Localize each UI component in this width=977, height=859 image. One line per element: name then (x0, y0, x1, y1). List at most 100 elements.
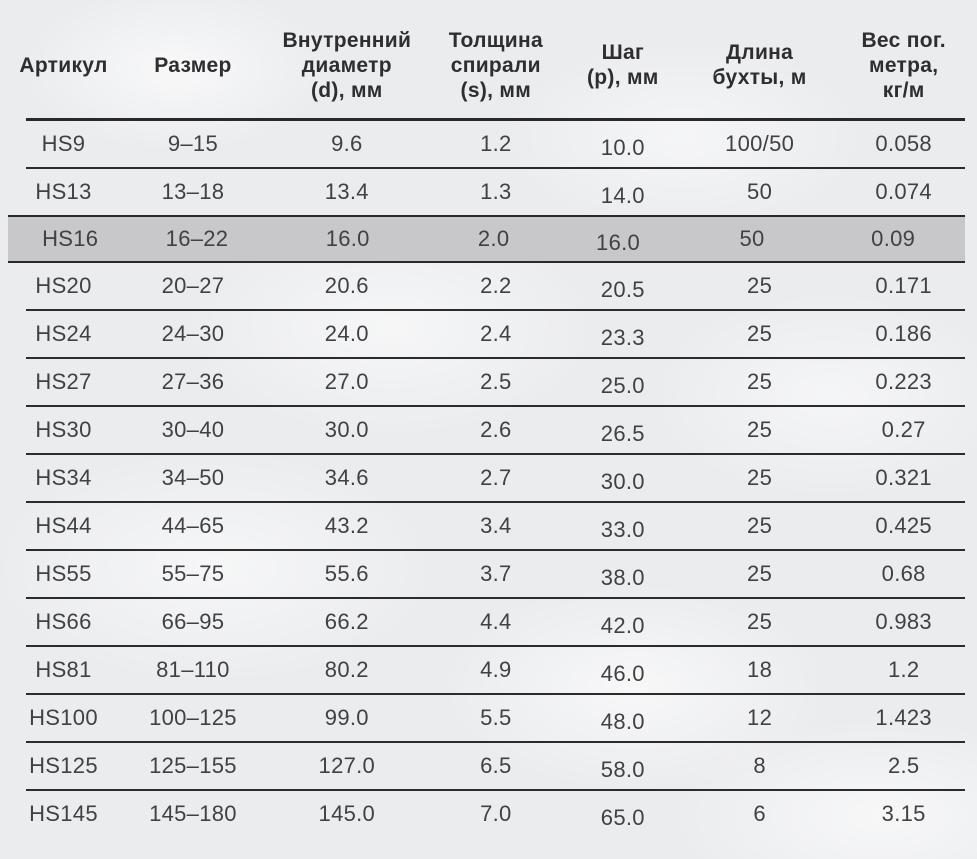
row-divider (26, 549, 965, 551)
cell-spiral-thickness: 2.7 (480, 465, 512, 490)
table-header-row: Артикул Размер Внутренний диаметр (d), м… (0, 0, 977, 118)
cell-coil-length: 12 (747, 705, 773, 730)
cell-inner-diameter: 16.0 (325, 226, 370, 251)
table-row: HS27 27–36 27.0 2.5 25.0 25 0.223 (0, 359, 977, 405)
cell-coil-length: 18 (747, 657, 773, 682)
cell-inner-diameter: 13.4 (324, 179, 369, 204)
table-row: HS145 145–180 145.0 7.0 65.0 6 3.15 (0, 791, 977, 837)
cell-size: 24–30 (161, 321, 225, 346)
cell-pitch: 42.0 (600, 613, 645, 638)
cell-coil-length: 25 (747, 561, 773, 586)
cell-spiral-thickness: 2.4 (480, 321, 512, 346)
table-row: HS24 24–30 24.0 2.4 23.3 25 0.186 (0, 311, 977, 357)
row-divider (26, 357, 965, 359)
cell-weight-per-meter: 0.983 (875, 609, 932, 634)
cell-coil-length: 25 (747, 609, 773, 634)
cell-size: 30–40 (161, 417, 225, 442)
row-divider (26, 789, 965, 791)
cell-coil-length: 25 (747, 465, 773, 490)
cell-article: HS34 (35, 465, 92, 490)
cell-article: HS30 (35, 417, 92, 442)
cell-size: 27–36 (161, 369, 225, 394)
cell-pitch: 23.3 (600, 325, 645, 350)
table-row: HS9 9–15 9.6 1.2 10.0 100/50 0.058 (0, 121, 977, 167)
header-cell-spiral-thickness: Толщина спирали (s), мм (448, 28, 543, 102)
cell-pitch: 30.0 (600, 469, 645, 494)
cell-weight-per-meter: 0.09 (871, 226, 916, 251)
cell-pitch: 20.5 (600, 277, 645, 302)
cell-spiral-thickness: 2.0 (477, 226, 510, 251)
cell-article: HS27 (35, 369, 92, 394)
cell-article: HS24 (35, 321, 92, 346)
table-row: HS81 81–110 80.2 4.9 46.0 18 1.2 (0, 647, 977, 693)
cell-coil-length: 6 (753, 801, 766, 826)
cell-spiral-thickness: 2.5 (480, 369, 512, 394)
cell-spiral-thickness: 4.9 (480, 657, 512, 682)
cell-weight-per-meter: 0.27 (881, 417, 926, 442)
cell-pitch: 10.0 (600, 135, 645, 160)
cell-article: HS44 (35, 513, 92, 538)
header-cell-coil-length: Длина бухты, м (712, 41, 807, 89)
cell-coil-length: 25 (747, 321, 773, 346)
cell-inner-diameter: 127.0 (318, 753, 376, 778)
cell-size: 16–22 (165, 226, 229, 251)
cell-pitch: 16.0 (596, 230, 641, 255)
cell-spiral-thickness: 2.6 (480, 417, 512, 442)
table-row: HS30 30–40 30.0 2.6 26.5 25 0.27 (0, 407, 977, 453)
table-row: HS34 34–50 34.6 2.7 30.0 25 0.321 (0, 455, 977, 501)
header-cell-article: Артикул (19, 53, 108, 77)
cell-pitch: 26.5 (600, 421, 645, 446)
cell-article: HS81 (35, 657, 92, 682)
table-row: HS20 20–27 20.6 2.2 20.5 25 0.171 (0, 263, 977, 309)
cell-inner-diameter: 20.6 (324, 273, 369, 298)
cell-pitch: 48.0 (600, 709, 645, 734)
row-divider (26, 453, 965, 455)
row-divider (26, 645, 965, 647)
header-cell-weight-per-meter: Вес пог. метра, кг/м (861, 28, 946, 102)
cell-pitch: 25.0 (600, 373, 645, 398)
cell-spiral-thickness: 1.3 (480, 179, 512, 204)
cell-spiral-thickness: 4.4 (480, 609, 512, 634)
highlighted-row-band: HS16 16–22 16.0 2.0 16.0 50 0.09 (8, 215, 965, 263)
cell-weight-per-meter: 0.68 (881, 561, 926, 586)
row-divider (26, 167, 965, 169)
header-cell-inner-diameter: Внутренний диаметр (d), мм (282, 28, 412, 102)
row-divider (26, 501, 965, 503)
cell-inner-diameter: 30.0 (324, 417, 369, 442)
cell-size: 145–180 (149, 801, 237, 826)
cell-weight-per-meter: 3.15 (881, 801, 926, 826)
cell-pitch: 46.0 (600, 661, 645, 686)
cell-article: HS125 (29, 753, 98, 778)
header-divider (26, 118, 965, 121)
header-cell-size: Размер (154, 53, 232, 77)
cell-size: 55–75 (161, 561, 225, 586)
cell-size: 20–27 (161, 273, 225, 298)
cell-inner-diameter: 66.2 (324, 609, 369, 634)
cell-coil-length: 100/50 (725, 131, 795, 156)
cell-spiral-thickness: 7.0 (480, 801, 512, 826)
cell-weight-per-meter: 0.171 (875, 273, 932, 298)
cell-size: 34–50 (161, 465, 225, 490)
cell-inner-diameter: 80.2 (324, 657, 369, 682)
cell-article: HS16 (42, 226, 99, 251)
table-row-highlighted: HS16 16–22 16.0 2.0 16.0 50 0.09 (8, 217, 965, 261)
cell-inner-diameter: 34.6 (324, 465, 369, 490)
cell-article: HS9 (41, 131, 86, 156)
cell-article: HS66 (35, 609, 92, 634)
cell-coil-length: 25 (747, 369, 773, 394)
row-divider (26, 693, 965, 695)
cell-weight-per-meter: 2.5 (887, 753, 920, 778)
cell-spiral-thickness: 1.2 (480, 131, 512, 156)
cell-spiral-thickness: 3.4 (480, 513, 512, 538)
table-row: HS125 125–155 127.0 6.5 58.0 8 2.5 (0, 743, 977, 789)
cell-weight-per-meter: 0.074 (875, 179, 932, 204)
cell-article: HS20 (35, 273, 92, 298)
cell-article: HS145 (29, 801, 98, 826)
table-row: HS13 13–18 13.4 1.3 14.0 50 0.074 (0, 169, 977, 215)
cell-spiral-thickness: 2.2 (480, 273, 512, 298)
cell-inner-diameter: 27.0 (324, 369, 369, 394)
cell-pitch: 14.0 (600, 183, 645, 208)
cell-coil-length: 25 (747, 417, 773, 442)
row-divider (26, 741, 965, 743)
